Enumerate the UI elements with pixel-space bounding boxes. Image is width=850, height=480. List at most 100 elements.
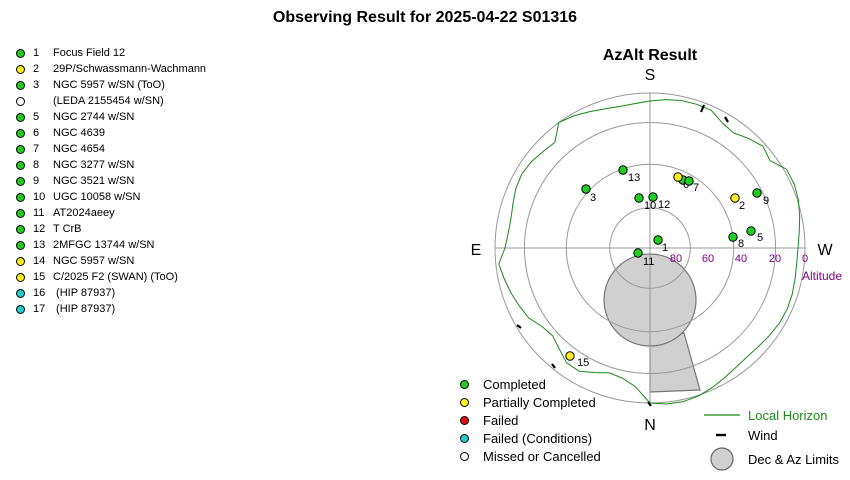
- target-number: 16: [33, 287, 46, 299]
- status-dot-icon: [16, 144, 25, 154]
- direction-west: W: [817, 242, 833, 259]
- target-marker: [673, 172, 683, 182]
- status-dot-icon: [16, 80, 25, 90]
- status-dot-icon: [16, 240, 25, 250]
- status-legend: Completed Partially Completed Failed Failed…: [458, 375, 601, 465]
- legend-label: Failed: [483, 412, 519, 428]
- target-row: 14 NGC 5957 w/SN: [16, 253, 206, 269]
- target-name: (HIP 87937): [53, 303, 116, 315]
- target-row: 6 NGC 4639: [16, 125, 206, 141]
- target-row: 9 NGC 3521 w/SN: [16, 173, 206, 189]
- target-marker: [684, 176, 694, 186]
- target-marker-label: 7: [693, 182, 699, 194]
- target-row: 1 Focus Field 12: [16, 45, 206, 61]
- target-marker: [730, 193, 740, 203]
- target-marker-label: 12: [658, 199, 670, 211]
- target-marker: [653, 235, 663, 245]
- legend-wind-label: Wind: [748, 427, 778, 443]
- status-dot-icon: [16, 64, 25, 74]
- target-name: C/2025 F2 (SWAN) (ToO): [53, 271, 178, 283]
- status-dot-icon: [16, 96, 25, 106]
- status-dot-icon: [16, 48, 25, 58]
- target-number: 2: [33, 63, 40, 75]
- wind-tick: [647, 401, 652, 407]
- target-row: 12 T CrB: [16, 221, 206, 237]
- status-dot-icon: [16, 256, 25, 266]
- wind-tick: [724, 116, 729, 123]
- target-row: 17 (HIP 87937): [16, 301, 206, 317]
- target-marker: [633, 248, 643, 258]
- target-name: NGC 5957 w/SN: [53, 255, 135, 267]
- target-name: NGC 3277 w/SN: [53, 159, 135, 171]
- target-marker-label: 2: [739, 200, 745, 212]
- direction-north: N: [644, 417, 656, 434]
- target-name: NGC 4654: [53, 143, 105, 155]
- symbol-legend: Local Horizon Wind Dec & Az Limits: [704, 405, 840, 471]
- target-number: 10: [33, 191, 46, 203]
- target-marker: [746, 226, 756, 236]
- target-marker-label: 6: [683, 179, 689, 191]
- legend-item: Missed or Cancelled: [458, 447, 601, 465]
- target-number: 12: [33, 223, 46, 235]
- status-dot-icon: [16, 272, 25, 282]
- status-dot-icon: [460, 397, 469, 407]
- target-number: 8: [33, 159, 40, 171]
- target-number: 9: [33, 175, 40, 187]
- target-number: 6: [33, 127, 40, 139]
- wind-tick-icon: [704, 430, 740, 440]
- altitude-tick-label: 0: [802, 253, 808, 265]
- legend-item: Failed (Conditions): [458, 429, 601, 447]
- target-marker-label: 1: [662, 242, 668, 254]
- target-row: 11 AT2024aeey: [16, 205, 206, 221]
- wind-tick: [551, 363, 556, 369]
- target-marker-label: 5: [757, 232, 763, 244]
- status-dot-icon: [460, 433, 469, 443]
- status-dot-icon: [16, 224, 25, 234]
- target-list: 1 Focus Field 12 2 29P/Schwassmann-Wachmann…: [16, 45, 206, 317]
- status-dot-icon: [460, 451, 469, 461]
- horizon-line-icon: [704, 410, 740, 420]
- target-number: 13: [33, 239, 46, 251]
- target-row: (LEDA 2155454 w/SN): [16, 93, 206, 109]
- target-number: 17: [33, 303, 46, 315]
- target-row: 8 NGC 3277 w/SN: [16, 157, 206, 173]
- target-name: NGC 4639: [53, 127, 105, 139]
- target-marker-label: 9: [763, 195, 769, 207]
- status-dot-icon: [16, 304, 25, 314]
- wind-tick: [699, 104, 706, 113]
- status-dot-icon: [16, 160, 25, 170]
- legend-item: Failed: [458, 411, 601, 429]
- target-marker: [634, 193, 644, 203]
- direction-east: E: [471, 242, 482, 259]
- legend-item: Partially Completed: [458, 393, 601, 411]
- page-title: Observing Result for 2025-04-22 S01316: [272, 9, 578, 26]
- target-name: NGC 3521 w/SN: [53, 175, 135, 187]
- target-name: UGC 10058 w/SN: [53, 191, 141, 203]
- target-marker: [565, 351, 575, 361]
- target-marker-label: 10: [644, 200, 656, 212]
- target-name: 2MFGC 13744 w/SN: [53, 239, 155, 251]
- target-marker-label: 13: [628, 172, 640, 184]
- target-name: 29P/Schwassmann-Wachmann: [53, 63, 207, 75]
- target-marker-label: 11: [643, 256, 654, 268]
- altitude-tick-label: 80: [670, 253, 682, 265]
- target-number: 1: [33, 47, 40, 59]
- target-row: 16 (HIP 87937): [16, 285, 206, 301]
- target-marker: [752, 188, 762, 198]
- target-number: 11: [33, 207, 45, 219]
- legend-label: Partially Completed: [483, 394, 596, 410]
- target-name: (HIP 87937): [53, 287, 116, 299]
- legend-wind: Wind: [704, 425, 839, 445]
- status-dot-icon: [460, 415, 469, 425]
- target-marker: [648, 192, 658, 202]
- legend-label: Missed or Cancelled: [483, 448, 601, 464]
- target-row: 7 NGC 4654: [16, 141, 206, 157]
- target-name: NGC 2744 w/SN: [53, 111, 135, 123]
- legend-limits-label: Dec & Az Limits: [748, 451, 840, 467]
- target-marker: [581, 184, 591, 194]
- target-row: 3 NGC 5957 w/SN (ToO): [16, 77, 206, 93]
- target-name: (LEDA 2155454 w/SN): [53, 95, 164, 107]
- legend-item: Completed: [458, 375, 601, 393]
- target-name: AT2024aeey: [53, 207, 115, 219]
